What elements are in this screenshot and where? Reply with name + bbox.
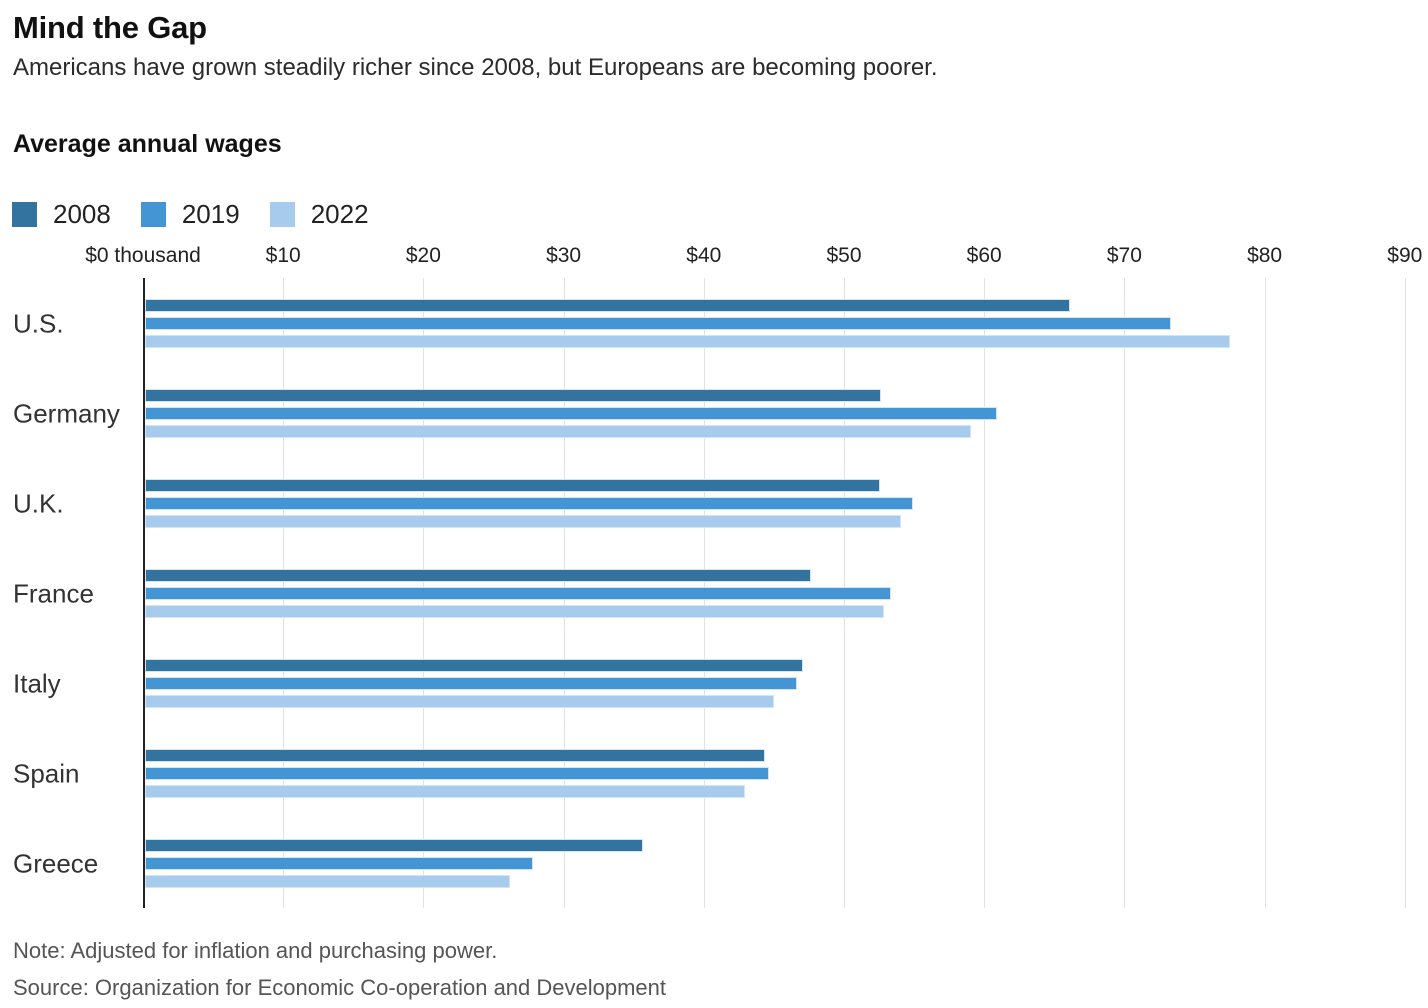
legend-swatch-2019 [140,202,166,227]
bar-2008 [145,389,882,402]
x-tick-label: $70 [1106,244,1142,267]
bar-2019 [145,767,769,780]
bar-2019 [145,677,797,690]
country-label: Germany [13,398,120,428]
x-tick-label: $20 [405,244,441,267]
bar-group-italy: Italy [0,659,1428,708]
legend-item: 2019 [140,199,240,230]
chart-title: Mind the Gap [13,10,207,45]
bar-2019 [145,497,914,510]
x-tick-label: $30 [546,244,582,267]
bar-group-france: France [0,569,1428,618]
bar-group-spain: Spain [0,749,1428,798]
bar-2019 [145,587,891,600]
gridline [1124,278,1126,908]
bar-group-germany: Germany [0,389,1428,438]
bar-2008 [145,749,765,762]
bar-group-us: U.S. [0,299,1428,348]
gridline [1404,278,1406,908]
bar-2008 [145,299,1071,312]
gridline [984,278,986,908]
bar-2022 [145,515,901,528]
x-tick-label: $40 [686,244,722,267]
country-label: U.K. [13,488,64,518]
bar-2019 [145,317,1172,330]
bar-2019 [145,857,534,870]
legend-label: 2019 [181,199,240,229]
x-tick-label: $90 [1387,244,1423,267]
bar-2008 [145,569,811,582]
country-label: France [13,578,94,608]
bar-2022 [145,335,1231,348]
x-tick-label: $0 thousand [85,244,201,267]
bar-2008 [145,839,643,852]
country-label: Spain [13,758,80,788]
bar-2022 [145,695,775,708]
country-label: Greece [13,848,99,878]
x-tick-label: $10 [265,244,301,267]
legend-item: 2008 [12,199,111,230]
y-axis-line [143,278,145,908]
x-tick-label: $60 [966,244,1002,267]
legend: 2008 2019 2022 [12,199,369,230]
bar-chart: $0 thousand $10 $20 $30 $40 $50 $60 $70 $80 $90 U.… [0,240,1428,912]
bar-2008 [145,479,880,492]
bar-2022 [145,785,746,798]
x-tick-label: $80 [1247,244,1283,267]
legend-swatch-2008 [12,202,37,227]
note-text: Note: Adjusted for inflation and purchas… [13,938,498,963]
source-text: Source: Organization for Economic Co-ope… [13,975,667,1000]
legend-label: 2008 [53,199,111,229]
x-tick-label: $50 [826,244,862,267]
country-label: U.S. [13,308,64,338]
chart-subtitle: Americans have grown steadily richer sin… [13,54,938,81]
bar-group-uk: U.K. [0,479,1428,528]
country-label: Italy [13,668,61,698]
gridline [1264,278,1266,908]
bar-2008 [145,659,803,672]
legend-label: 2022 [310,199,369,229]
legend-item: 2022 [269,199,369,230]
bar-2019 [145,407,998,420]
footer: Note: Adjusted for inflation and purchas… [13,938,666,1008]
bar-2022 [145,425,971,438]
legend-swatch-2022 [269,202,295,227]
section-label: Average annual wages [13,130,282,158]
bar-2022 [145,605,884,618]
bar-group-greece: Greece [0,839,1428,888]
bar-2022 [145,875,510,888]
